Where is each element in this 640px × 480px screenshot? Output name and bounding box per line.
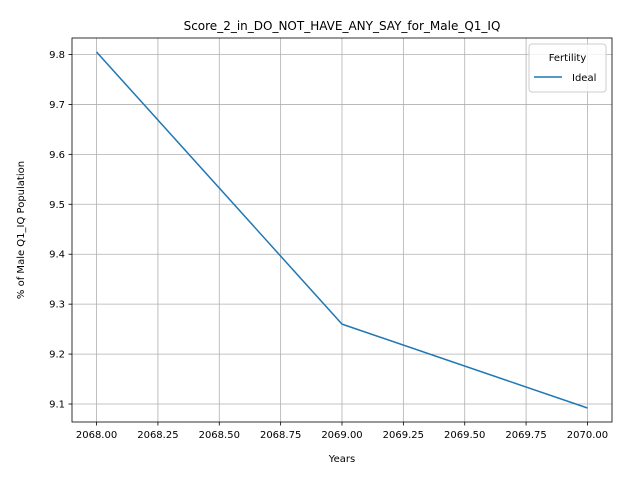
y-tick-label: 9.1	[49, 400, 65, 411]
y-tick-label: 9.8	[49, 50, 65, 61]
legend-title: Fertility	[549, 53, 587, 64]
chart-title: Score_2_in_DO_NOT_HAVE_ANY_SAY_for_Male_…	[184, 19, 501, 33]
x-tick-label: 2068.75	[260, 430, 301, 441]
x-tick-label: 2069.50	[444, 430, 485, 441]
legend-label-ideal: Ideal	[572, 73, 596, 84]
x-tick-label: 2069.75	[505, 430, 546, 441]
y-tick-label: 9.6	[49, 150, 65, 161]
x-tick-label: 2069.00	[321, 430, 362, 441]
x-tick-label: 2068.25	[137, 430, 178, 441]
y-tick-label: 9.4	[49, 250, 65, 261]
y-tick-label: 9.7	[49, 100, 65, 111]
x-axis-label: Years	[328, 454, 355, 465]
y-axis-label: % of Male Q1_IQ Population	[16, 161, 27, 299]
legend: Fertility Ideal	[528, 43, 607, 93]
x-tick-label: 2069.25	[383, 430, 424, 441]
grid-layer	[72, 38, 612, 422]
series-layer	[95, 51, 588, 409]
x-tick-label: 2068.50	[199, 430, 240, 441]
x-tick-label: 2070.00	[567, 430, 608, 441]
y-tick-label: 9.5	[49, 200, 65, 211]
y-tick-label: 9.3	[49, 300, 65, 311]
tick-layer: 2068.00 2068.25 2068.50 2068.75 2069.00 2069.…	[49, 50, 608, 441]
legend-box	[528, 43, 607, 93]
y-tick-label: 9.2	[49, 350, 65, 361]
x-tick-label: 2068.00	[76, 430, 117, 441]
